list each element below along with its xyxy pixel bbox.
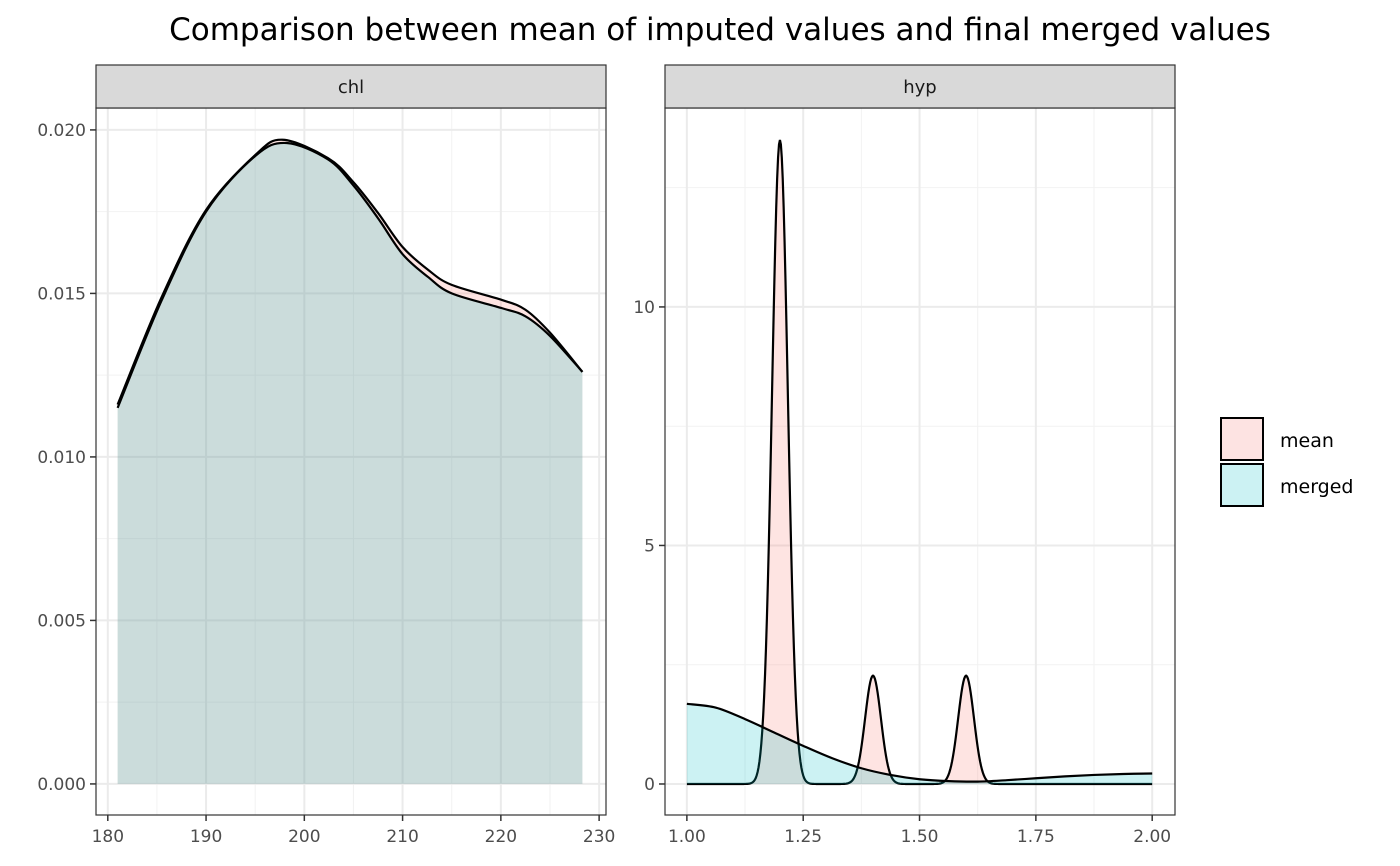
x-tick-label: 180 (92, 827, 124, 847)
density-area-merged (117, 142, 583, 784)
density-area-merged (686, 703, 1153, 784)
y-tick-label: 10 (633, 298, 655, 318)
density-area-mean (117, 139, 583, 784)
x-tick-label: 200 (288, 827, 320, 847)
x-tick-label: 1.00 (668, 827, 706, 847)
y-tick-label: 0.020 (37, 121, 86, 141)
legend-label-mean: mean (1280, 430, 1334, 452)
y-tick-label: 0.000 (37, 775, 86, 795)
facet-strip (95, 64, 607, 109)
y-tick-label: 0.015 (37, 284, 86, 304)
x-tick-label: 1.25 (784, 827, 822, 847)
x-tick-label: 190 (190, 827, 222, 847)
legend-label-merged: merged (1280, 476, 1354, 498)
density-area-mean (686, 139, 1153, 784)
x-tick-label: 2.00 (1133, 827, 1171, 847)
x-tick-label: 1.75 (1017, 827, 1055, 847)
density-line-merged (686, 702, 1153, 783)
x-tick-label: 220 (485, 827, 517, 847)
facet-strip-label: chl (338, 77, 364, 98)
x-tick-label: 210 (386, 827, 418, 847)
y-tick-label: 0 (644, 775, 655, 795)
y-tick-label: 0.005 (37, 611, 86, 631)
legend-key-merged (1220, 463, 1264, 507)
legend-key-mean (1220, 417, 1264, 461)
panel-hyp: hyp 1.00 1.25 1.50 1.75 2.00 0 5 10 (633, 64, 1176, 847)
y-tick-label: 5 (644, 536, 655, 556)
density-line-mean (686, 139, 1153, 786)
x-tick-label: 230 (583, 827, 615, 847)
facet-strip (664, 64, 1176, 109)
x-tick-label: 1.50 (901, 827, 939, 847)
panel-chl: chl 180 190 200 210 220 230 0.000 0.005 0.010 0.01… (37, 64, 615, 847)
density-line-merged (116, 141, 584, 409)
panel-background (96, 108, 606, 815)
y-tick-label: 0.010 (37, 448, 86, 468)
facet-strip-label: hyp (903, 77, 937, 98)
chart-title: Comparison between mean of imputed value… (169, 12, 1271, 48)
legend: mean merged (1220, 417, 1354, 507)
